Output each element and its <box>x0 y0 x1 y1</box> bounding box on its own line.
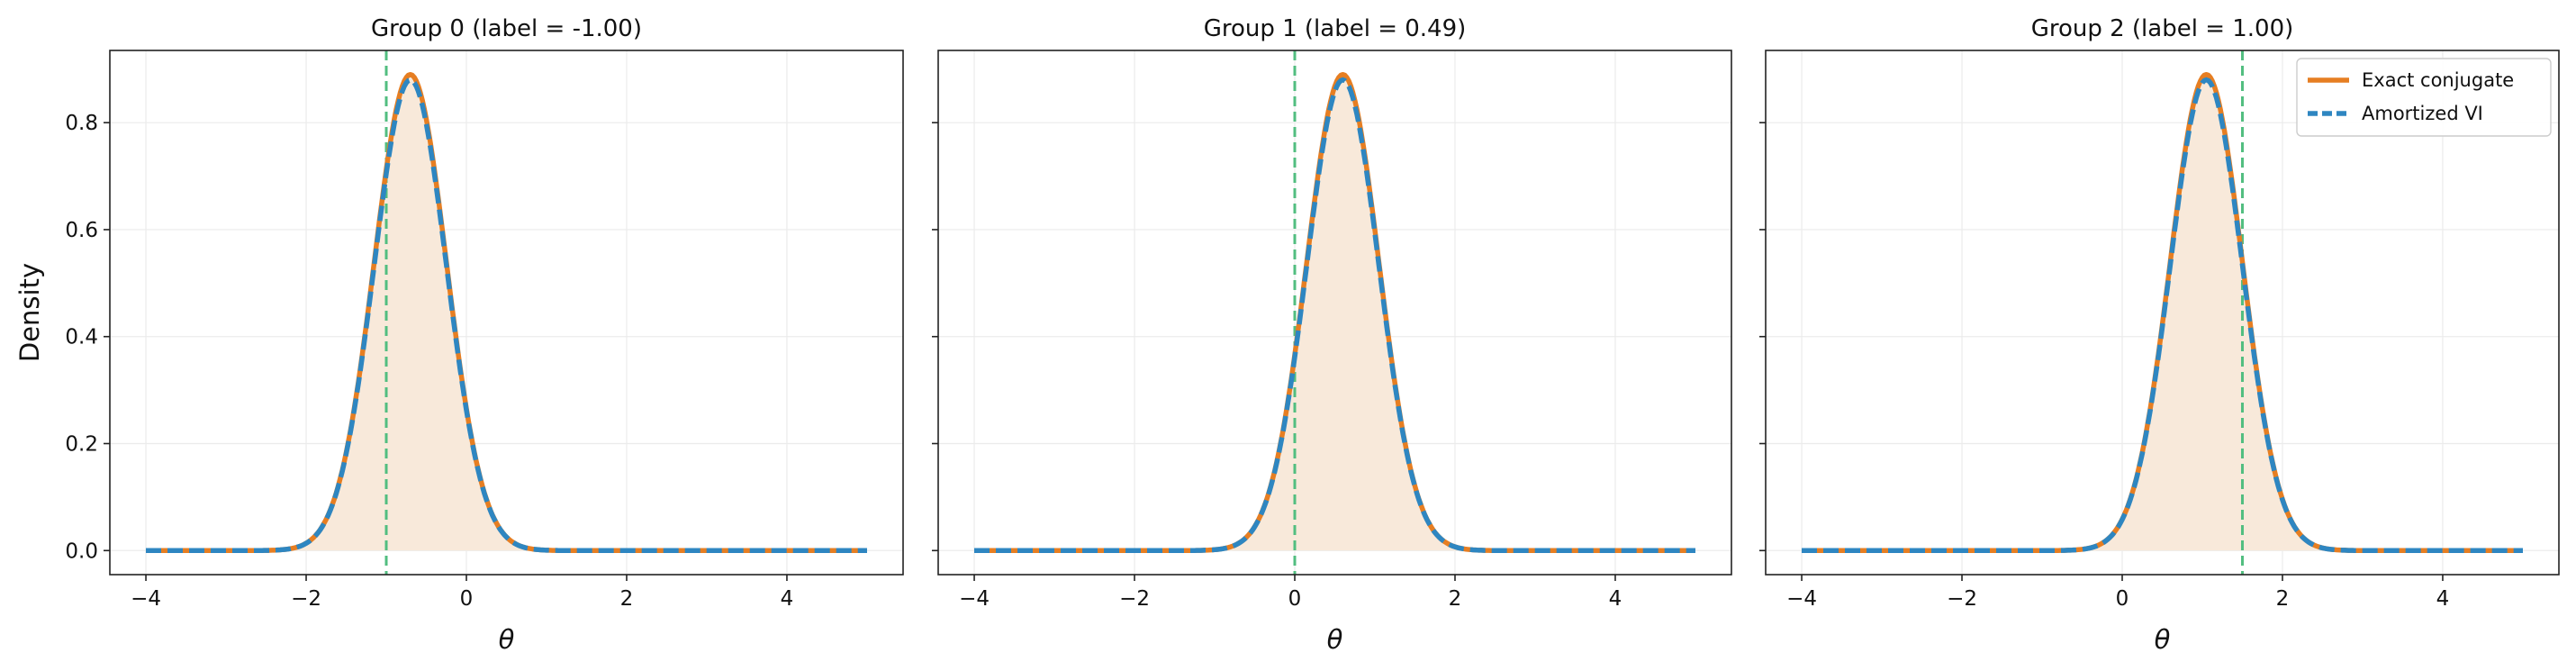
series-amortized-vi <box>146 77 867 554</box>
axes-frame <box>1765 50 2560 576</box>
y-tick-label: 0.8 <box>65 112 98 135</box>
x-axis-label: θ <box>2155 624 2171 655</box>
x-tick-label: 0 <box>2116 587 2129 611</box>
y-tick-label: 0.4 <box>65 326 98 349</box>
x-tick-label: −2 <box>291 587 321 611</box>
y-tick-label: 0.0 <box>65 540 98 563</box>
panel-title: Group 1 (label = 0.49) <box>1204 15 1467 42</box>
panel-title: Group 0 (label = -1.00) <box>371 15 642 42</box>
panel-0: −4 −2 0 2 4 0.0 0.2 0.4 0.6 0.8 θ Group 0 (label = … <box>65 15 904 655</box>
series-amortized-vi <box>1802 77 2523 554</box>
panel-1: −4 −2 0 2 4 θ Group 1 (label = 0.49) <box>932 15 1732 655</box>
x-axis-label: θ <box>499 624 515 655</box>
x-tick-label: −4 <box>131 587 161 611</box>
y-tick-label: 0.6 <box>65 219 98 242</box>
x-tick-label: 0 <box>1288 587 1302 611</box>
legend-box <box>2296 58 2552 137</box>
x-tick-label: −2 <box>1947 587 1977 611</box>
x-tick-label: 4 <box>1609 587 1622 611</box>
panel-title: Group 2 (label = 1.00) <box>2031 15 2294 42</box>
x-tick-label: −4 <box>1786 587 1817 611</box>
y-axis-label: Density <box>14 263 45 362</box>
x-tick-label: 2 <box>1449 587 1462 611</box>
series-exact-conjugate <box>145 71 868 554</box>
x-tick-label: −2 <box>1119 587 1150 611</box>
density-fill <box>1802 74 2523 551</box>
x-tick-label: −4 <box>959 587 990 611</box>
y-tick-label: 0.2 <box>65 433 98 457</box>
density-fill <box>974 74 1695 551</box>
legend: Exact conjugate Amortized VI <box>2296 58 2552 137</box>
legend-label: Exact conjugate <box>2362 69 2514 91</box>
x-tick-label: 2 <box>2276 587 2290 611</box>
x-tick-label: 2 <box>620 587 634 611</box>
x-tick-label: 0 <box>460 587 474 611</box>
x-tick-label: 4 <box>781 587 794 611</box>
axes-frame <box>109 50 904 576</box>
x-axis-label: θ <box>1327 624 1343 655</box>
axes-frame <box>937 50 1732 576</box>
legend-label: Amortized VI <box>2362 103 2483 124</box>
x-tick-label: 4 <box>2436 587 2450 611</box>
density-fill <box>146 74 867 551</box>
series-amortized-vi <box>974 77 1695 554</box>
